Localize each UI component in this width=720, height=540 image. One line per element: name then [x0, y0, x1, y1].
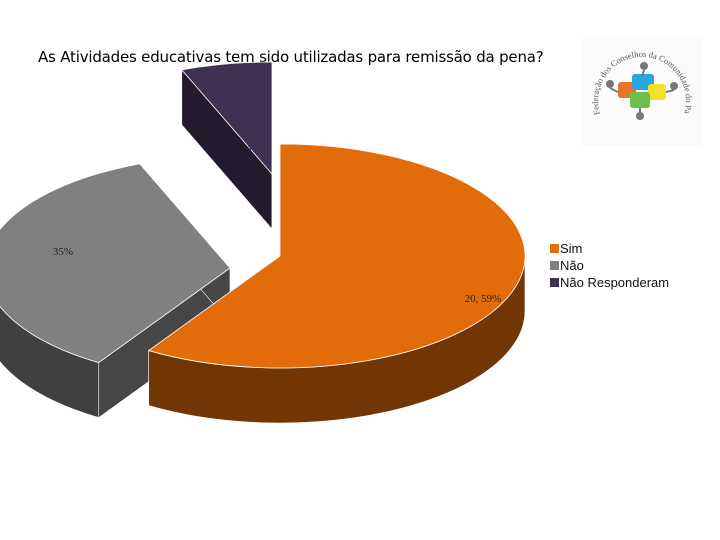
data-label-nao-responderam: 6%	[237, 143, 252, 155]
data-label-nao: 35%	[53, 246, 73, 258]
legend-label-sim: Sim	[560, 241, 583, 256]
chart-title: As Atividades educativas tem sido utiliz…	[38, 48, 544, 66]
legend: Sim Não Não Responderam	[550, 240, 669, 291]
legend-label-nao-responderam: Não Responderam	[560, 275, 670, 290]
slice-nao	[0, 163, 231, 364]
legend-swatch-nao	[550, 261, 559, 270]
legend-item-nao: Não	[550, 257, 669, 274]
puzzle-people-logo-icon: Federação dos Conselhos da Comunidade do…	[582, 36, 702, 146]
slice-nao-responderam	[181, 61, 273, 176]
legend-item-sim: Sim	[550, 240, 669, 257]
legend-swatch-nao-responderam	[550, 278, 559, 287]
slice-sim	[147, 143, 526, 369]
legend-label-nao: Não	[560, 258, 584, 273]
legend-swatch-sim	[550, 244, 559, 253]
legend-item-nao-responderam: Não Responderam	[550, 274, 669, 291]
data-label-sim: 20, 59%	[465, 293, 502, 305]
